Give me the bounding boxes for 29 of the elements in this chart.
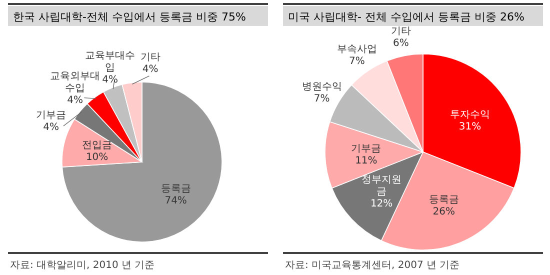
slice-label: 기부금	[36, 110, 66, 121]
data-label: 4%	[43, 122, 60, 133]
slice-label: 부속사업	[336, 44, 377, 56]
data-label: 31%	[458, 122, 482, 133]
slice-label: 기타	[140, 52, 160, 63]
data-label: 6%	[393, 38, 409, 49]
data-label: 74%	[164, 195, 187, 206]
slice-label: 등록금	[160, 183, 191, 194]
slice-label: 등록금	[428, 194, 459, 206]
text: 자료: 대학알리미, 2010 년 기준	[10, 260, 155, 271]
data-label: 4%	[67, 95, 84, 106]
data-label: 11%	[355, 155, 378, 166]
slice-label: 교육외부대 수입	[50, 71, 100, 94]
data-label: 12%	[370, 198, 393, 210]
data-label: 7%	[348, 56, 365, 68]
data-label: 4%	[142, 64, 158, 75]
data-label: 7%	[314, 94, 330, 105]
slice-label: 정부지원 금	[362, 174, 402, 198]
slice-label: 병원수익	[302, 82, 342, 93]
slice-label: 기타	[390, 26, 411, 37]
chart-title: 미국 사립대학- 전체 수입에서 등록금 비중 26%	[288, 10, 524, 24]
slice-label: 전입금	[82, 140, 112, 151]
slice-label: 기부금	[351, 143, 382, 154]
data-label: 10%	[86, 152, 108, 163]
data-label: 26%	[432, 206, 456, 218]
slice-label: 투자수익	[450, 110, 490, 121]
text: 자료: 미국교육통계센터, 2007 년 기준	[285, 260, 460, 271]
data-label: 4%	[102, 74, 118, 86]
chart-title: 한국 사립대학-전체 수입에서 등록금 비중 75%	[13, 10, 246, 24]
